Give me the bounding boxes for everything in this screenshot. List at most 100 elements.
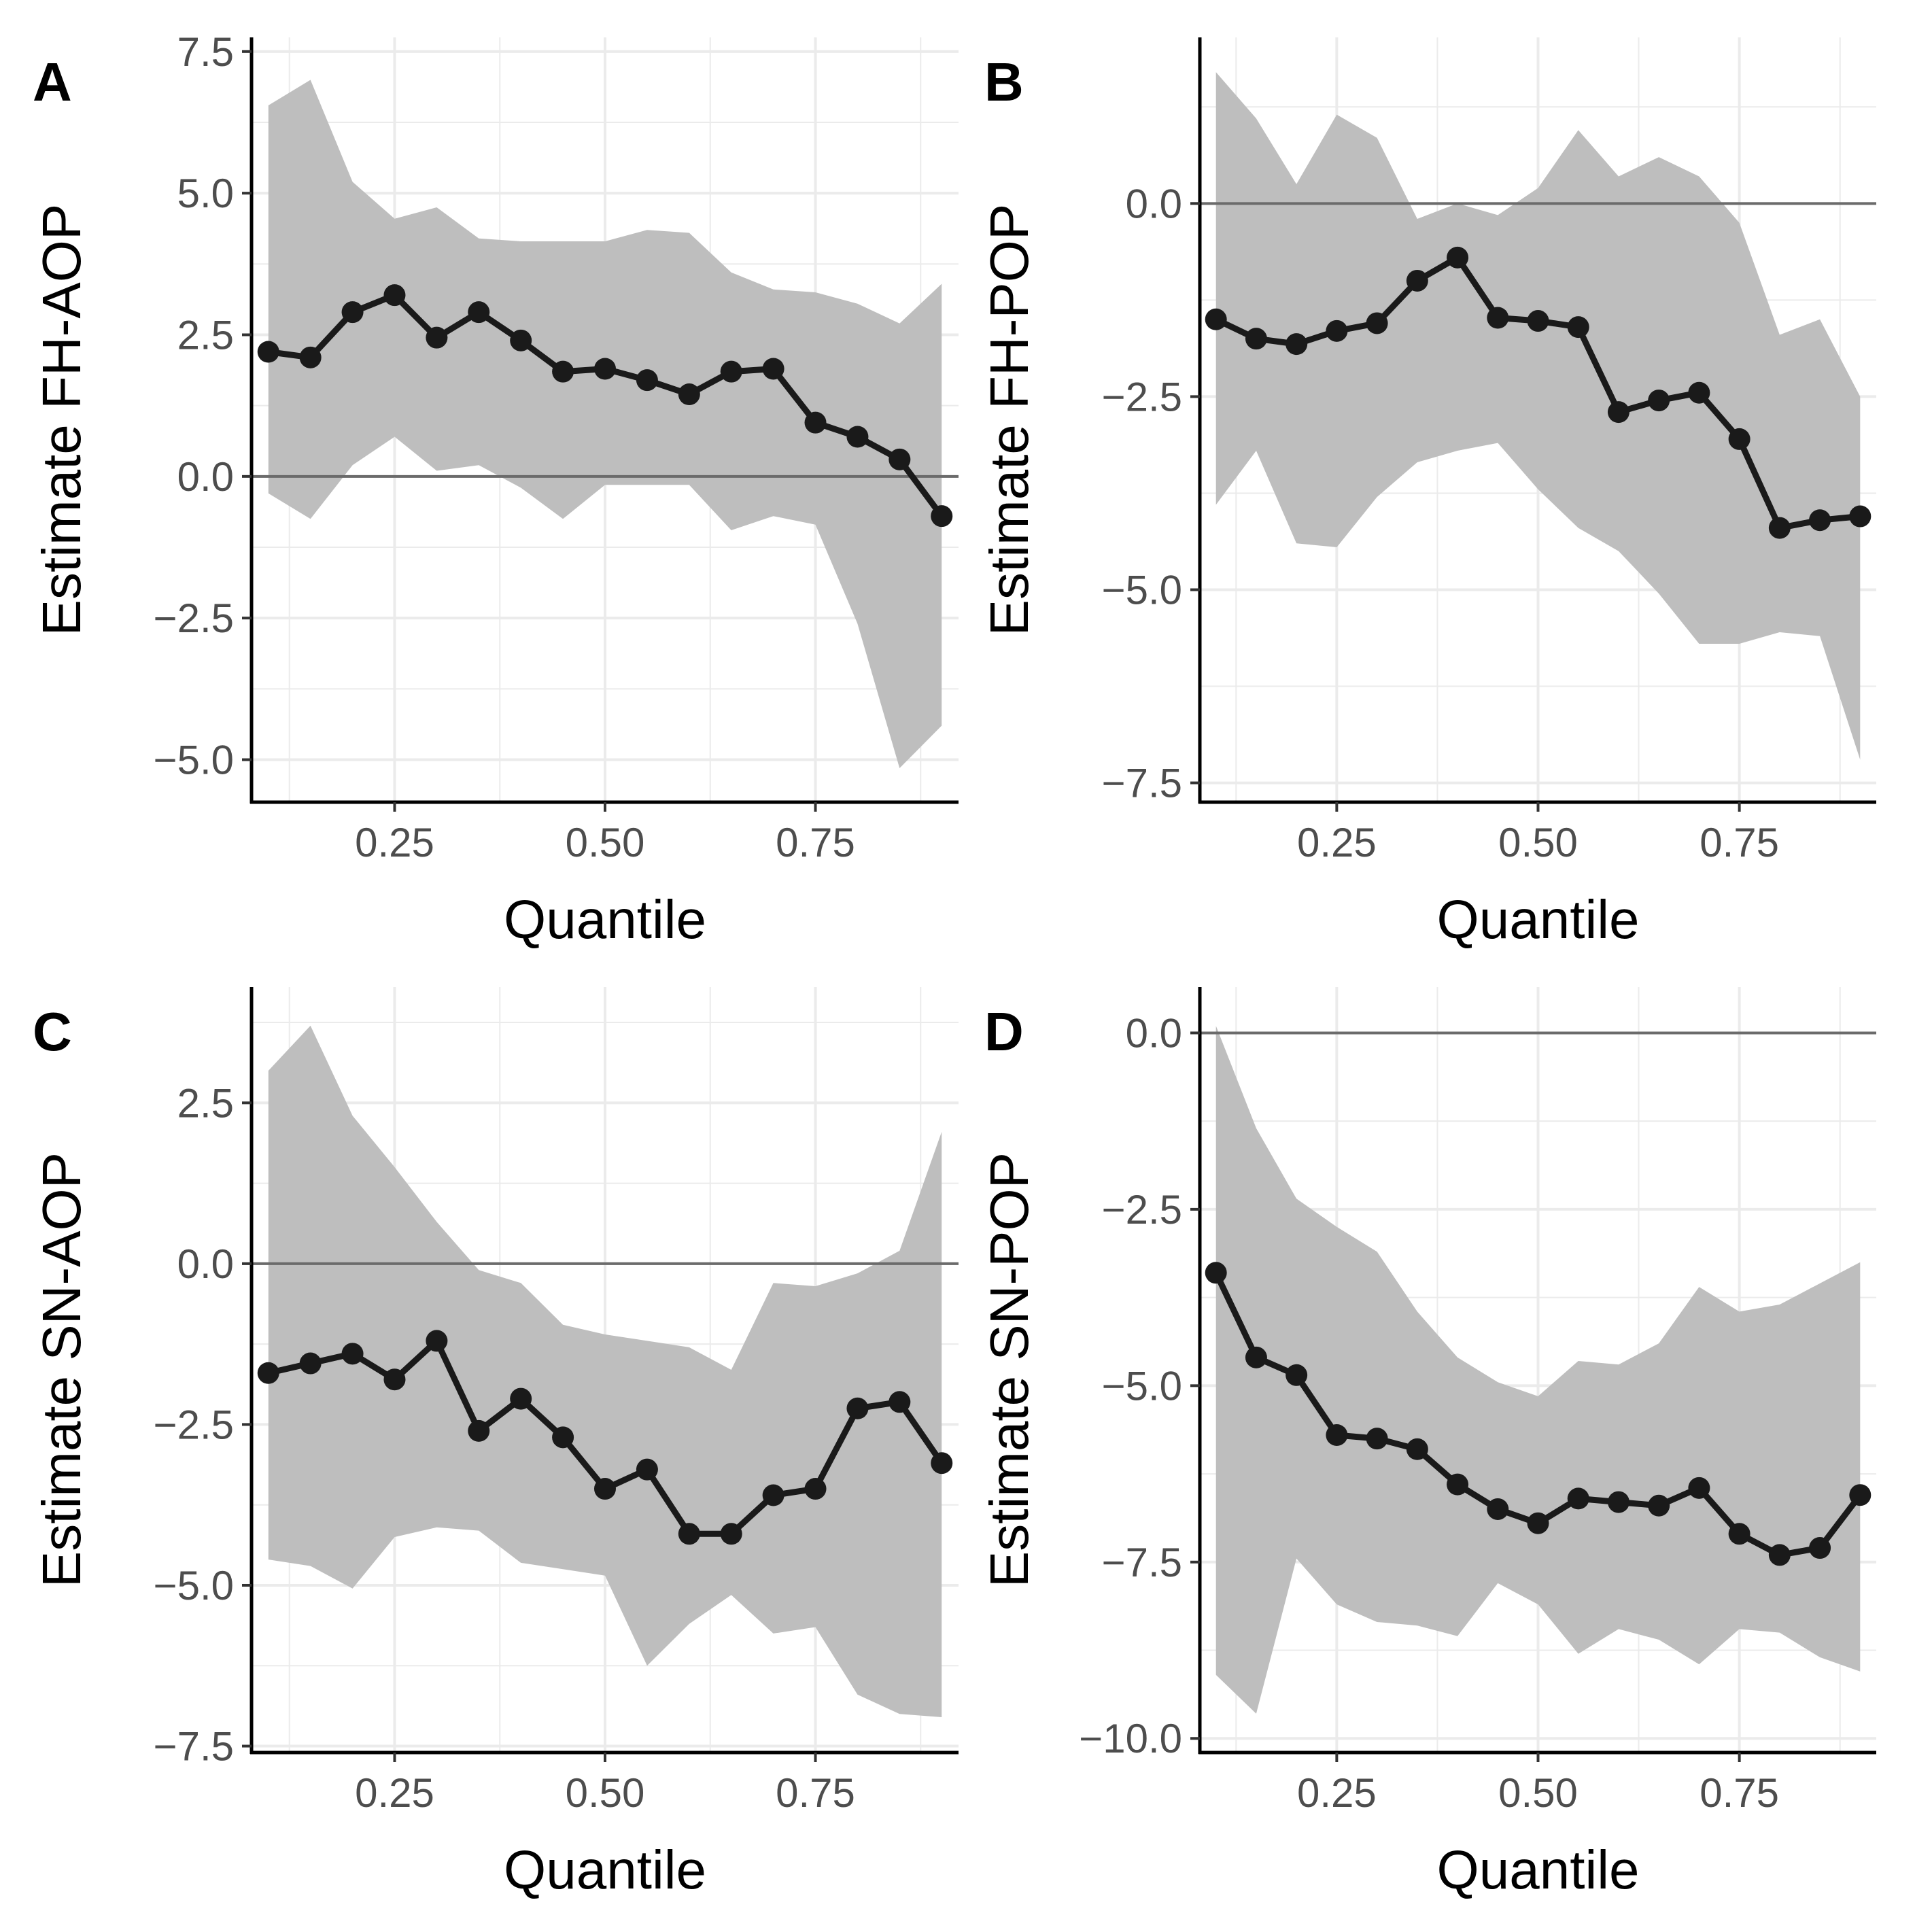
panel-tag: B [984,52,1024,112]
y-tick-label: −5.0 [1102,1363,1182,1409]
estimate-point [846,1397,869,1419]
y-axis-title: Estimate FH-POP [979,204,1039,636]
estimate-point [552,360,574,383]
estimate-point [762,358,784,380]
estimate-point [1648,390,1670,412]
estimate-point [720,1523,742,1545]
y-tick-label: −5.0 [154,738,234,783]
estimate-point [1366,312,1388,334]
estimate-point [1527,310,1549,332]
estimate-point [426,1330,448,1352]
estimate-point [1286,333,1308,356]
estimate-point [889,448,911,470]
confidence-ribbon [1215,72,1861,760]
estimate-point [257,1362,279,1384]
confidence-ribbon [268,1025,942,1717]
estimate-point [468,1419,490,1442]
estimate-point [804,1478,827,1500]
estimate-point [1245,1346,1267,1368]
estimate-point [720,360,742,383]
estimate-point [636,1458,658,1481]
y-tick-label: −2.5 [154,596,234,641]
y-tick-label: 7.5 [177,29,234,75]
confidence-ribbon [268,80,942,768]
estimate-point [383,1368,406,1391]
y-tick-label: 2.5 [177,313,234,358]
y-axis-title: Estimate SN-POP [979,1152,1039,1587]
estimate-point [594,1478,616,1500]
panel-tag: A [33,52,72,112]
estimate-point [383,284,406,307]
y-tick-label: −7.5 [154,1724,234,1770]
y-tick-label: −2.5 [154,1402,234,1447]
x-axis-title: Quantile [504,1840,706,1900]
estimate-point [1768,517,1791,539]
x-tick-label: 0.75 [1700,1770,1779,1816]
y-tick-label: −2.5 [1102,1187,1182,1232]
estimate-point [1688,1477,1710,1499]
estimate-point [468,301,490,324]
y-tick-label: −7.5 [1102,761,1182,806]
estimate-point [1849,1484,1871,1506]
estimate-point [1326,320,1348,342]
estimate-point [552,1426,574,1449]
estimate-point [594,358,616,380]
panel-tag: C [33,1001,72,1062]
x-tick-label: 0.25 [355,820,434,865]
panel-b: −7.5 −5.0 −2.5 0.0 0.25 0.50 0.75 Quantile Estim… [979,37,1876,950]
estimate-point [1607,401,1629,424]
panel-tag: D [984,1001,1024,1062]
estimate-point [1487,307,1509,329]
estimate-point [1728,1523,1750,1545]
panel-c: −7.5 −5.0 −2.5 0.0 2.5 0.25 0.50 0.75 Quantile Es… [31,987,959,1900]
estimate-point [678,383,700,405]
estimate-point [1205,308,1227,330]
y-tick-label: −2.5 [1102,374,1182,419]
x-tick-label: 0.25 [355,1770,434,1816]
estimate-point [510,329,532,351]
x-axis-title: Quantile [1437,889,1640,950]
estimate-point [1205,1262,1227,1284]
estimate-point [1607,1491,1629,1513]
estimate-point [804,411,827,434]
confidence-ribbon [1215,1026,1861,1714]
estimate-point [1849,505,1871,528]
y-tick-label: −5.0 [1102,568,1182,613]
estimate-point [341,1343,364,1365]
x-tick-label: 0.25 [1297,820,1377,865]
x-tick-label: 0.75 [776,820,855,865]
y-axis-title: Estimate FH-AOP [31,204,92,636]
x-axis-title: Quantile [1437,1840,1640,1900]
x-tick-label: 0.75 [1700,820,1779,865]
estimate-point [636,369,658,392]
y-tick-label: 2.5 [177,1080,234,1126]
estimate-point [257,341,279,363]
estimate-point [1326,1424,1348,1446]
estimate-point [1648,1494,1670,1517]
estimate-point [889,1391,911,1413]
estimate-point [1527,1512,1549,1534]
estimate-point [1447,1473,1469,1496]
panel-d: −10.0 −7.5 −5.0 −2.5 0.0 0.25 0.50 0.75 Quantile… [979,987,1876,1900]
estimate-point [762,1484,784,1506]
estimate-point [1567,316,1589,339]
estimate-point [931,505,953,528]
estimate-point [1809,509,1831,532]
estimate-point [299,346,322,368]
x-tick-label: 0.75 [776,1770,855,1816]
estimate-point [1688,381,1710,404]
estimate-point [846,426,869,448]
estimate-point [1768,1544,1791,1566]
estimate-point [1366,1428,1388,1450]
estimate-point [1487,1498,1509,1520]
y-tick-label: 0.0 [177,454,234,500]
x-tick-label: 0.50 [566,1770,645,1816]
x-axis-title: Quantile [504,889,706,950]
estimate-point [1728,428,1750,450]
x-tick-label: 0.50 [566,820,645,865]
estimate-point [1447,246,1469,269]
estimate-point [678,1523,700,1545]
estimate-point [510,1387,532,1410]
estimate-point [426,326,448,349]
